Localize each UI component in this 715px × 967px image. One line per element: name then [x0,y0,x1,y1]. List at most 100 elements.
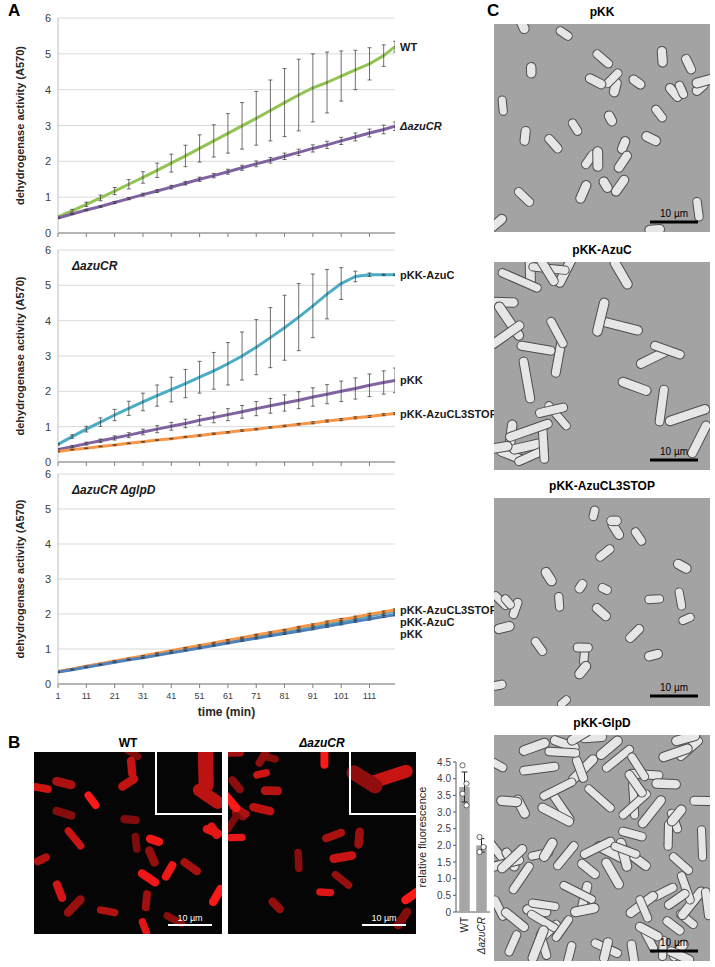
error-bar [297,630,301,631]
cell [494,319,526,350]
error-bar [155,190,159,193]
y-axis-label: dehydrogenase activity (A570) [14,46,26,205]
grid-line [58,233,395,234]
error-bar-stem [312,274,313,338]
error-bar [382,371,386,394]
error-bar-cap [58,671,60,672]
cell [267,896,286,915]
error-bar-cap [198,393,202,394]
error-bar [297,627,301,628]
error-bar [84,442,88,445]
error-bar [155,385,159,406]
error-bar-cap [240,170,244,171]
error-bar-cap [254,160,258,161]
panel-label: B [8,733,20,752]
error-bar [84,209,88,210]
error-bar-cap [311,625,315,626]
error-bar-stem [142,393,143,411]
error-bar-cap [113,445,117,446]
error-bar-cap [283,425,287,426]
error-bar-stem [213,174,214,178]
error-bar-cap [169,185,173,186]
cell [494,212,508,232]
error-bar-stem [213,352,214,389]
cell [494,679,507,691]
error-bar-cap [155,384,159,385]
error-bar-cap [84,445,88,446]
y-axis-label: dehydrogenase activity (A570) [14,276,26,435]
error-bar [155,654,159,656]
error-bar-cap [183,650,187,651]
error-bar [339,381,343,401]
plot-area [459,763,487,912]
error-bar-cap [127,199,131,200]
y-tick-label: 6 [45,12,51,24]
x-tick-label: 91 [308,691,318,701]
error-bar [226,169,230,174]
grid-line [58,544,395,545]
error-bar-cap [141,410,145,411]
data-point [477,834,482,839]
cell [316,888,334,896]
y-tick-label: 0 [45,227,51,239]
cell [627,939,641,961]
cell [116,773,140,793]
error-bar-cap [382,614,386,615]
x-tick-label: 51 [195,691,205,701]
error-bar [268,635,272,636]
grid-line [58,320,395,321]
error-bar-cap [141,429,145,430]
error-bar-cap [382,394,386,395]
error-bar-cap [283,153,287,154]
series-line [58,47,395,217]
error-bar [353,50,357,89]
cell [691,73,710,89]
error-bar-stem [128,433,129,438]
error-bar-stem [369,374,370,397]
error-bar-cap [226,433,230,434]
error-bar [283,633,287,634]
x-tick-mark [199,233,200,237]
y-tick-label: 4 [45,315,51,327]
error-bar-cap [183,437,187,438]
error-bar-cap [240,641,244,642]
error-bar [240,637,244,638]
error-bar [98,418,102,426]
error-bar-stem [256,91,257,145]
x-tick-mark [312,233,313,237]
cell [590,602,612,623]
data-point [464,803,469,808]
cell [591,48,614,69]
error-bar-cap [84,442,88,443]
x-tick-mark [199,684,200,688]
error-bar-cap [169,172,173,173]
error-bar [169,438,173,440]
error-bar-cap [382,275,386,276]
error-bar [183,650,187,652]
error-bar-cap [127,659,131,660]
error-bar-stem [395,122,396,131]
error-bar [141,429,145,435]
series-label: pKK [400,374,423,386]
error-bar-cap [70,438,74,439]
error-bar-cap [127,197,131,198]
error-bar [212,174,216,178]
cell [674,587,686,611]
x-axis [58,233,395,234]
error-bar-stem [114,436,115,440]
scale-bar [650,221,698,224]
y-tick-label: 3 [45,350,51,362]
error-bar-cap [325,627,329,628]
error-bar [113,444,117,446]
error-bar [254,161,258,167]
error-bar-stem [341,51,342,101]
error-bar-cap [368,136,372,137]
inset-border [156,752,222,814]
y-tick-label: 5 [45,279,51,291]
grid-line [58,197,395,198]
error-bar-cap [339,137,343,138]
error-bar-cap [339,418,343,419]
error-bar-cap [183,436,187,437]
error-bar-cap [353,618,357,619]
error-bar [254,402,258,416]
